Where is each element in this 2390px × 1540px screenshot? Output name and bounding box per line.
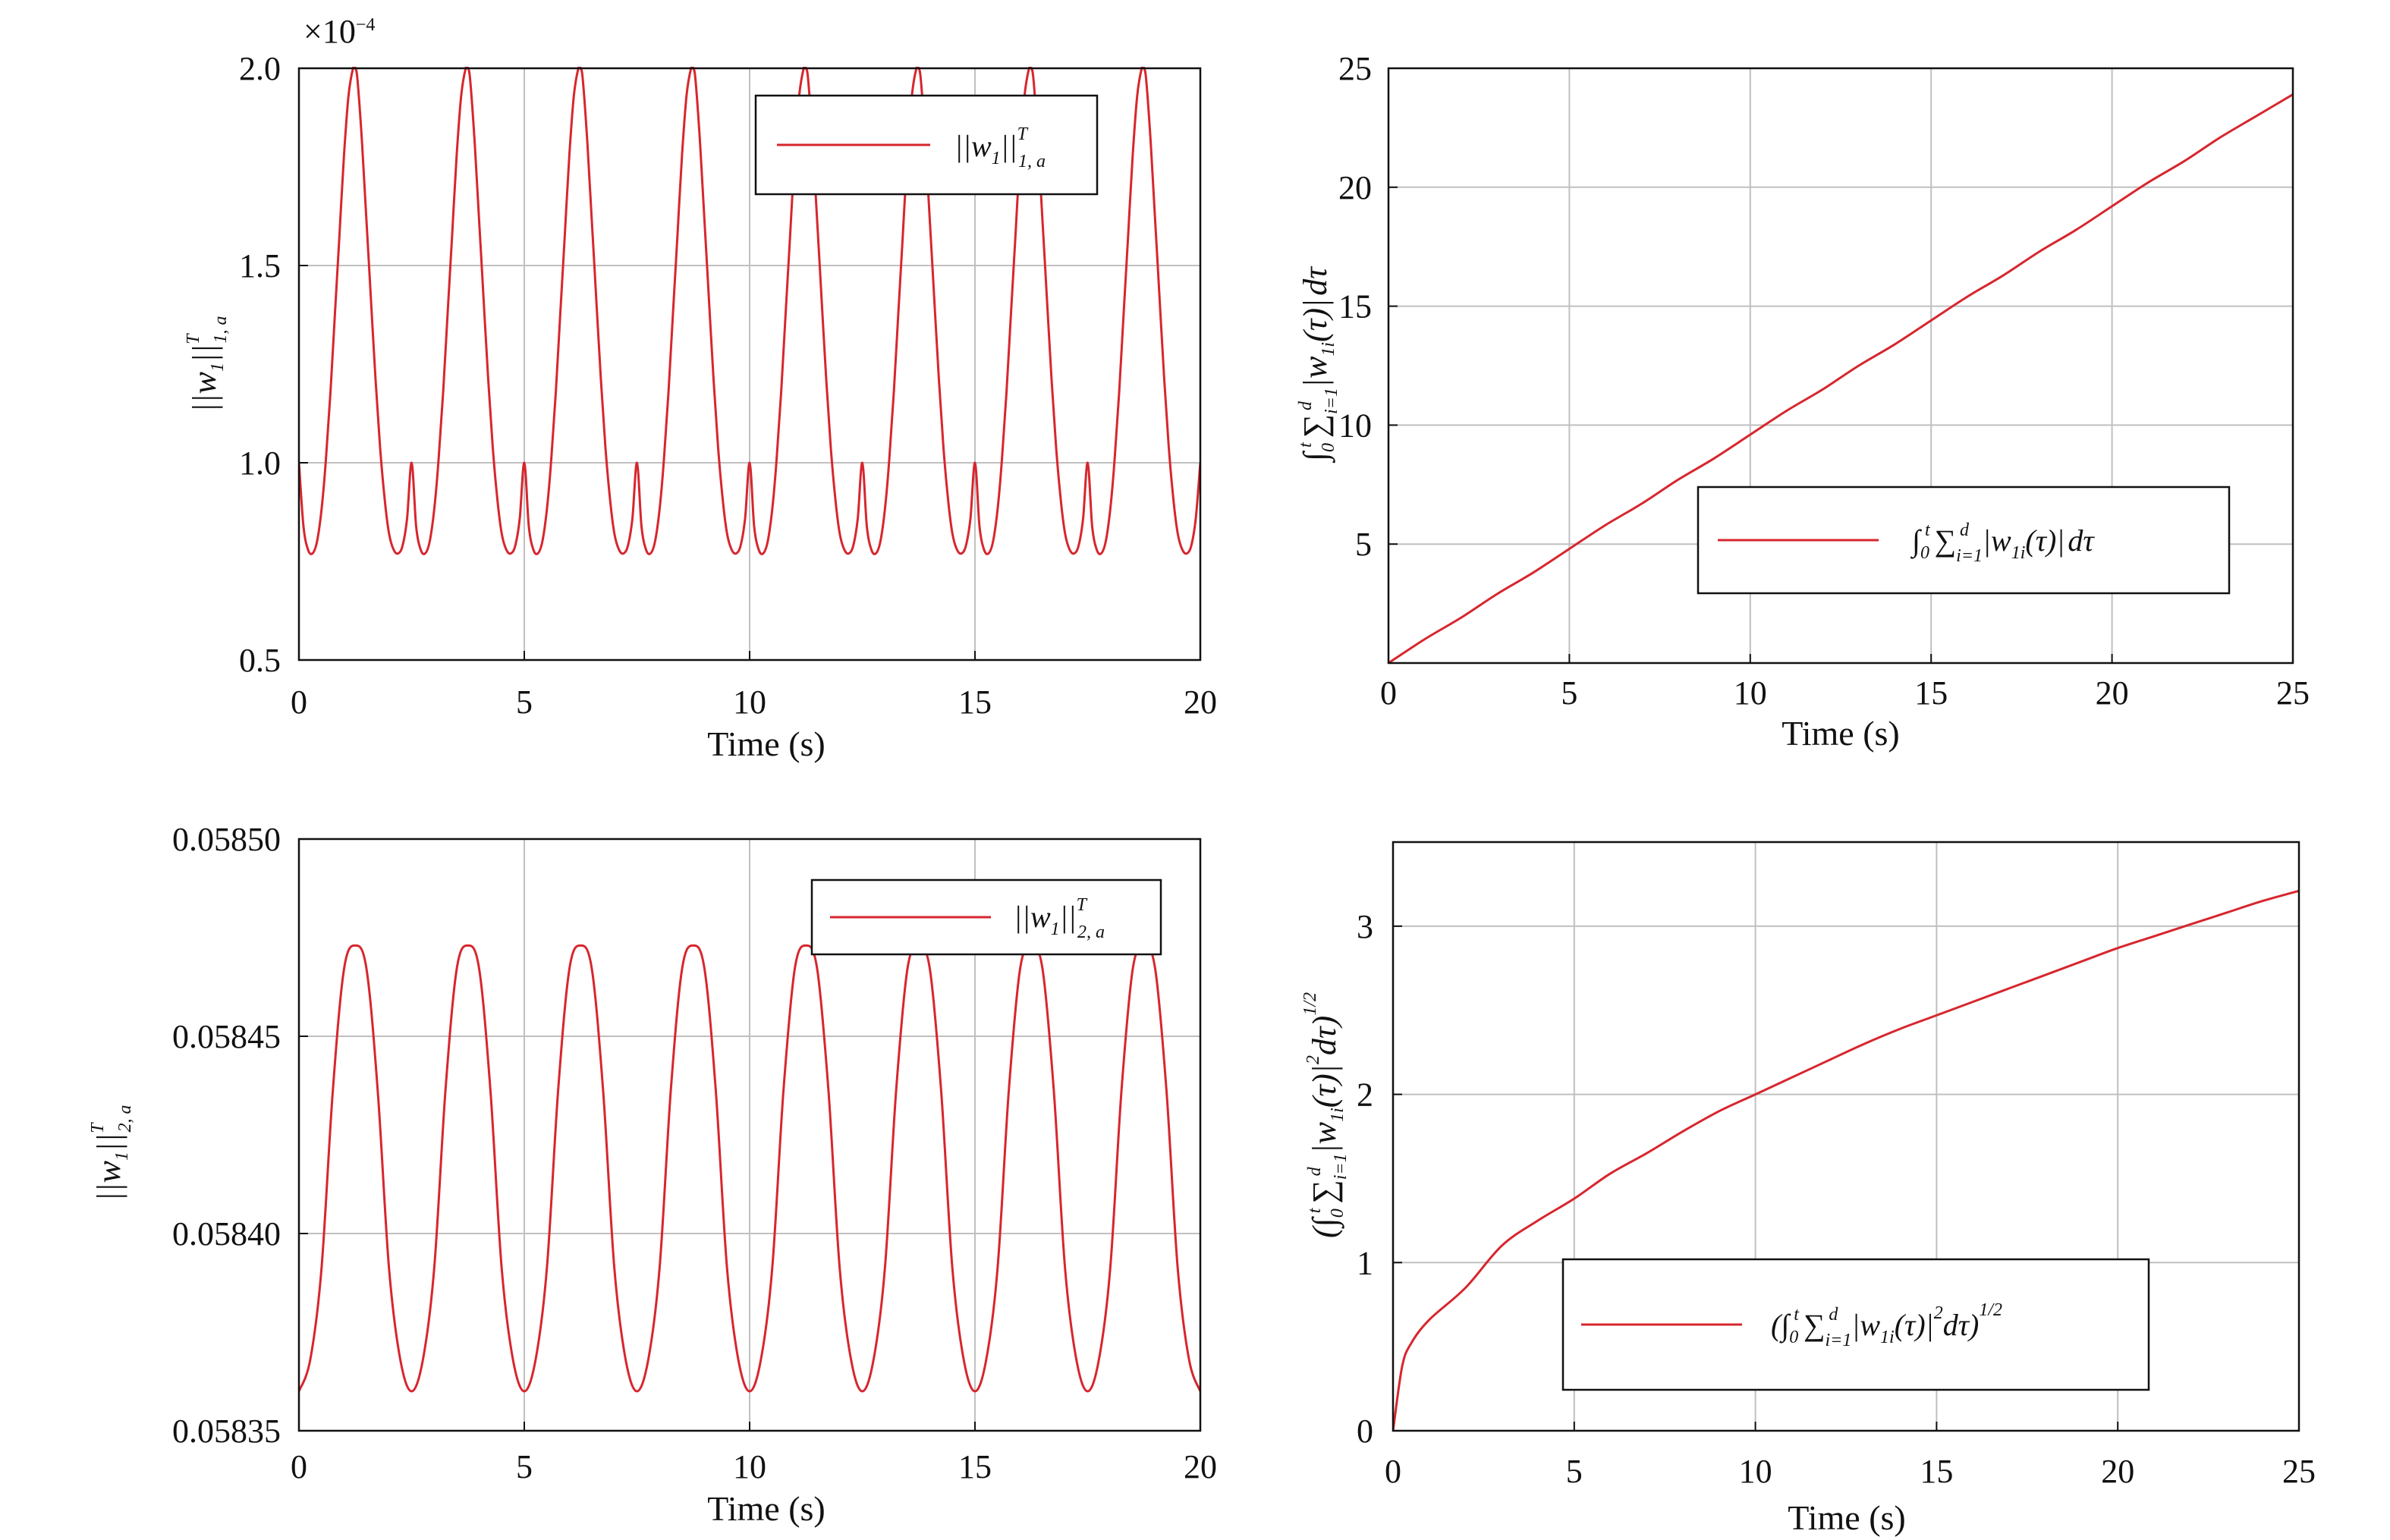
ticks-top-right: 0 5 10 15 20 25 5 10 15 20 25 [1338,50,2310,712]
legend-box [1561,1258,2150,1391]
x-tick-label: 5 [516,1448,533,1485]
legend-top-left: ||w1||T 1, a [754,94,1099,196]
svg-text:||w1||T2, a: ||w1||T 2, a [88,1105,135,1201]
x-axis-label-top-left: Time (s) [707,724,825,763]
x-tick-label: 25 [2282,1453,2316,1490]
x-tick-label: 0 [1385,1453,1401,1490]
y-tick-label: 10 [1338,407,1372,444]
legend-bottom-left: ||w1||T 2, a [810,878,1162,956]
series-line-w1-norm-1a [299,67,1200,555]
legend-top-right: ∫0t ∑i=1d |w1i(τ)| dτ [1697,486,2231,595]
y-axis-label-top-left: ||w1||T 1, a [184,316,231,412]
x-tick-label: 10 [1739,1453,1772,1490]
series-line-integral-abs [1388,93,2293,665]
x-tick-label: 20 [1184,1448,1217,1485]
x-tick-label: 10 [1734,674,1767,712]
x-tick-label: 25 [2276,674,2310,712]
y-tick-label: 1.5 [239,247,281,284]
svg-text:||w1||T1, a: ||w1||T 1, a [184,316,231,412]
y-axis-label-bottom-right: (∫0t∑i=1d|w1i(τ)|2dτ)1/2 [1300,992,1351,1238]
series-line-sqrt-integral-sq [1393,889,2299,1432]
x-axis-label-top-right: Time (s) [1781,714,1900,753]
x-tick-label: 20 [2101,1453,2134,1490]
svg-text:∫0t∑i=1d|w1i(τ)|dτ: ∫0t∑i=1d|w1i(τ)|dτ [1296,266,1341,464]
svg-text:(∫0t∑i=1d|w1i(τ)|2dτ)1/2: (∫0t∑i=1d|w1i(τ)|2dτ)1/2 [1300,992,1351,1238]
panel-bottom-left: 0 5 10 15 20 0.05835 0.05840 0.05845 0.05850 Tim… [88,821,1217,1528]
x-axis-label-bottom-right: Time (s) [1788,1498,1906,1537]
exponent-label: ×10−4 [303,13,375,50]
legend-label-w1-norm-2a: ||w1||T 2, a [1014,895,1105,942]
legend-bottom-right: (∫0t ∑i=1d |w1i(τ)|2dτ)1/2 [1561,1258,2150,1391]
y-tick-label: 25 [1338,50,1372,87]
y-tick-label: 0.05850 [172,821,281,858]
x-tick-label: 5 [1561,674,1577,712]
y-tick-label: 0.05840 [172,1215,281,1252]
y-tick-label: 1 [1357,1244,1373,1281]
x-tick-label: 20 [2096,674,2129,712]
panel-bottom-right: 0 5 10 15 20 25 0 1 2 3 Time (s) (∫0t∑i=1d|w1i(τ)… [1300,841,2316,1537]
legend-label-integral-abs: ∫0t ∑i=1d |w1i(τ)| dτ [1910,520,2095,566]
y-tick-label: 0.05845 [172,1018,281,1055]
y-tick-label: 15 [1338,288,1372,325]
x-tick-label: 20 [1184,684,1217,721]
x-tick-label: 0 [291,1448,307,1485]
y-tick-label: 20 [1338,169,1372,206]
y-tick-label: 0 [1357,1413,1373,1450]
y-axis-label-top-right: ∫0t∑i=1d|w1i(τ)|dτ [1296,266,1341,464]
panel-top-right: 0 5 10 15 20 25 5 10 15 20 25 Time (s) ∫0t∑i=1d|w1… [1296,50,2310,753]
ticks-bottom-right: 0 5 10 15 20 25 0 1 2 3 [1357,908,2316,1490]
x-tick-label: 10 [733,684,766,721]
x-tick-label: 5 [516,684,533,721]
y-tick-label: 5 [1355,526,1372,563]
legend-label-w1-norm-1a: ||w1||T 1, a [954,124,1046,171]
y-tick-label: 0.5 [239,642,281,679]
plot-frame-top-right [1387,67,2294,665]
plot-frame-bottom-right [1392,841,2300,1432]
ticks-top-left: 0 5 10 15 20 0.5 1.0 1.5 2.0 [239,50,1217,721]
series-line-w1-norm-2a [299,944,1200,1393]
y-tick-label: 0.05835 [172,1413,281,1450]
x-tick-label: 15 [958,684,992,721]
x-tick-label: 0 [1380,674,1397,712]
panel-top-left: 0 5 10 15 20 0.5 1.0 1.5 2.0 ×10−4 Time (s) ||w1… [184,13,1217,763]
y-tick-label: 2.0 [239,50,281,87]
x-tick-label: 15 [958,1448,992,1485]
x-tick-label: 5 [1566,1453,1583,1490]
ticks-bottom-left: 0 5 10 15 20 0.05835 0.05840 0.05845 0.05850 [172,821,1217,1485]
x-tick-label: 10 [733,1448,766,1485]
y-tick-label: 1.0 [239,445,281,482]
y-tick-label: 3 [1357,908,1373,945]
x-tick-label: 15 [1920,1453,1953,1490]
x-tick-label: 0 [291,684,307,721]
y-axis-label-bottom-left: ||w1||T 2, a [88,1105,135,1201]
legend-label-sqrt-integral-sq: (∫0t ∑i=1d |w1i(τ)|2dτ)1/2 [1771,1300,2002,1350]
x-axis-label-bottom-left: Time (s) [707,1489,825,1528]
x-tick-label: 15 [1914,674,1948,712]
y-tick-label: 2 [1357,1076,1373,1114]
